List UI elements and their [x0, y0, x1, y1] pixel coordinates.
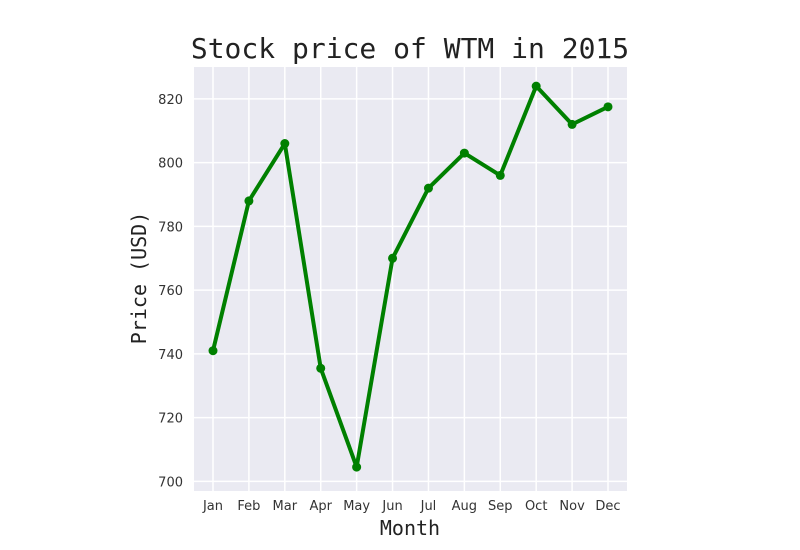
data-point — [244, 196, 254, 206]
data-point — [531, 81, 541, 91]
x-tick-label: Jan — [202, 499, 223, 514]
x-tick-label: Apr — [309, 499, 332, 514]
y-tick-label: 820 — [158, 93, 183, 108]
plot-area — [194, 67, 627, 491]
y-tick-label: 760 — [158, 284, 183, 299]
series-line — [211, 84, 609, 470]
grid-lines — [194, 67, 627, 491]
data-point — [208, 346, 218, 356]
chart-title: Stock price of WTM in 2015 — [191, 32, 629, 65]
y-tick-label: 740 — [158, 348, 183, 363]
x-tick-label: Oct — [525, 499, 547, 514]
x-tick-label: Feb — [237, 499, 260, 514]
x-tick-label: May — [343, 499, 370, 514]
x-tick-label: Aug — [452, 499, 477, 514]
x-tick-label: Mar — [273, 499, 298, 514]
data-point — [603, 102, 613, 112]
data-point — [567, 119, 577, 129]
data-point — [352, 462, 362, 472]
y-axis-label: Price (USD) — [127, 212, 151, 344]
data-point — [459, 148, 469, 158]
y-tick-label: 720 — [158, 412, 183, 427]
x-tick-label: Jul — [420, 499, 437, 514]
y-tick-label: 800 — [158, 157, 183, 172]
x-tick-label: Dec — [595, 499, 620, 514]
x-axis-label: Month — [380, 516, 440, 540]
y-axis-ticks: 700 720 740 760 780 800 820 — [158, 93, 183, 491]
data-point — [316, 363, 326, 373]
data-points — [208, 81, 613, 472]
data-point — [388, 253, 398, 263]
x-tick-label: Jun — [381, 499, 402, 514]
x-tick-label: Nov — [559, 499, 585, 514]
x-axis-ticks: Jan Feb Mar Apr May Jun Jul Aug Sep Oct Nov Dec — [202, 499, 621, 514]
y-tick-label: 700 — [158, 475, 183, 490]
data-point — [280, 139, 290, 149]
x-tick-label: Sep — [488, 499, 513, 514]
y-tick-label: 780 — [158, 220, 183, 235]
data-point — [495, 170, 505, 180]
data-point — [423, 183, 433, 193]
